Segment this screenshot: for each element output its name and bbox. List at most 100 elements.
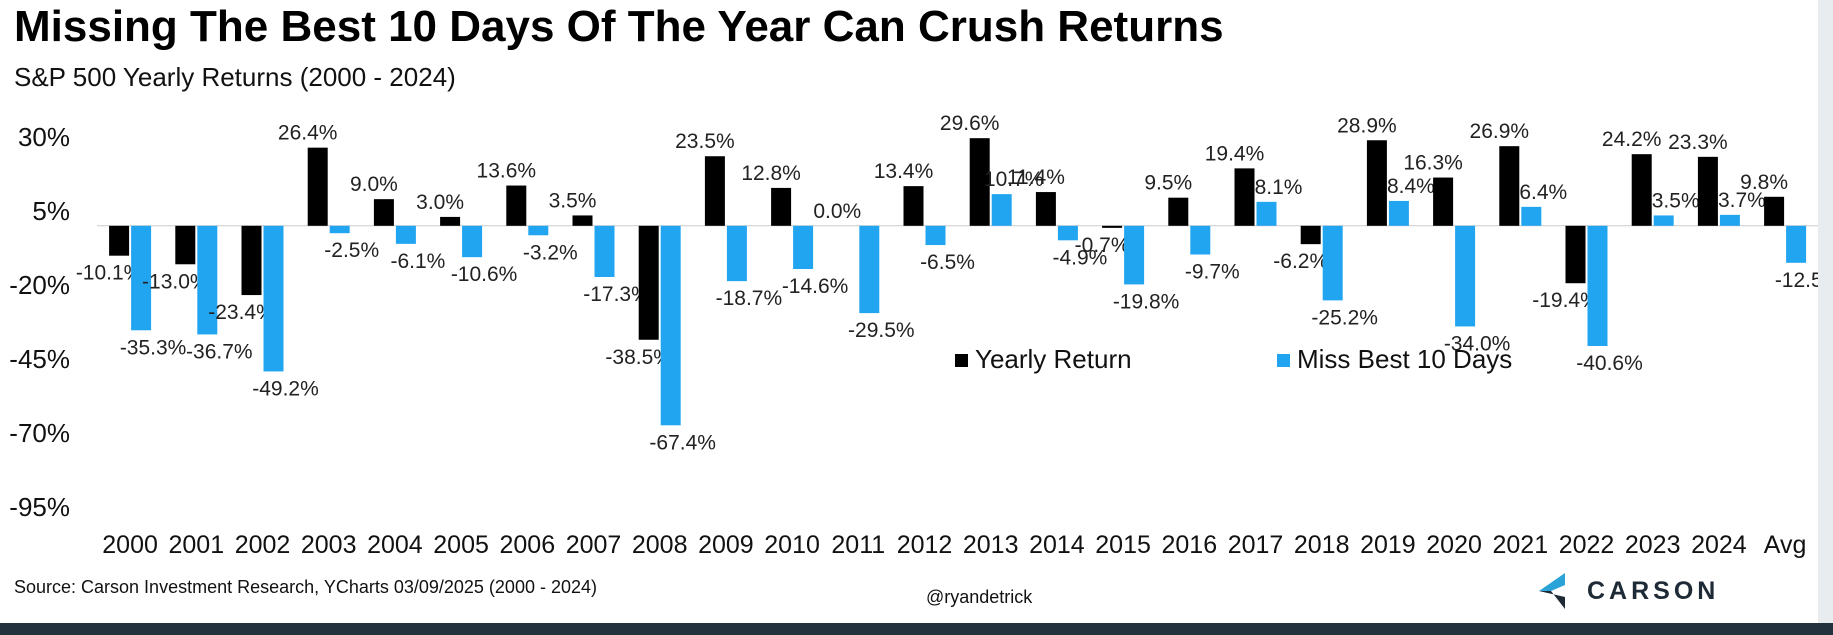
bar-yearly-return bbox=[969, 138, 990, 226]
x-tick-label: Avg bbox=[1764, 531, 1807, 559]
data-label-miss-best-10-days: -14.6% bbox=[782, 275, 849, 298]
y-tick-label: -20% bbox=[9, 270, 70, 300]
data-label-yearly-return: 28.9% bbox=[1337, 114, 1397, 137]
y-tick-label: -45% bbox=[9, 344, 70, 374]
bar-yearly-return bbox=[1764, 196, 1785, 226]
data-label-miss-best-10-days: -10.6% bbox=[451, 263, 518, 286]
y-tick-label: 5% bbox=[32, 196, 70, 226]
bar-miss-best-10-days bbox=[1653, 215, 1674, 226]
bar-miss-best-10-days bbox=[263, 225, 284, 372]
bar-chart: 30% 5% -20% -45% -70% -95% -10.1% -35.3% 2000 -13… bbox=[9, 112, 1818, 565]
data-label-miss-best-10-days: -25.2% bbox=[1311, 306, 1378, 329]
bar-miss-best-10-days bbox=[1587, 225, 1608, 346]
author-handle: @ryandetrick bbox=[926, 587, 1033, 607]
y-tick-label: -95% bbox=[9, 492, 70, 522]
bar-miss-best-10-days bbox=[1124, 225, 1145, 285]
data-label-miss-best-10-days: -19.8% bbox=[1113, 290, 1180, 313]
data-label-miss-best-10-days: -40.6% bbox=[1576, 352, 1643, 375]
bar-miss-best-10-days bbox=[1322, 225, 1343, 301]
data-label-yearly-return: 3.5% bbox=[549, 189, 597, 212]
bar-yearly-return bbox=[1565, 225, 1586, 284]
data-label-yearly-return: -19.4% bbox=[1532, 289, 1599, 312]
data-label-yearly-return: 23.5% bbox=[675, 130, 735, 153]
data-label-miss-best-10-days: -9.7% bbox=[1185, 261, 1240, 284]
bar-yearly-return bbox=[1433, 177, 1454, 226]
data-label-yearly-return: -23.4% bbox=[208, 301, 275, 324]
source-note: Source: Carson Investment Research, YCha… bbox=[14, 577, 597, 597]
bar-yearly-return bbox=[903, 186, 924, 226]
data-label-yearly-return: 0.0% bbox=[813, 200, 861, 223]
bar-miss-best-10-days bbox=[859, 225, 880, 314]
carson-logo: CARSON bbox=[1535, 569, 1735, 613]
bar-miss-best-10-days bbox=[395, 225, 416, 244]
bar-yearly-return bbox=[1697, 156, 1718, 226]
edge-panel bbox=[1818, 0, 1833, 623]
data-label-miss-best-10-days: 6.4% bbox=[1519, 181, 1567, 204]
x-tick-label: 2018 bbox=[1294, 531, 1350, 559]
x-tick-label: 2010 bbox=[764, 531, 820, 559]
data-label-yearly-return: 24.2% bbox=[1602, 128, 1662, 151]
x-tick-label: 2000 bbox=[102, 531, 158, 559]
bar-miss-best-10-days bbox=[1388, 200, 1409, 226]
bar-yearly-return bbox=[771, 187, 792, 226]
data-label-yearly-return: 29.6% bbox=[940, 112, 1000, 135]
chart-subtitle: S&P 500 Yearly Returns (2000 - 2024) bbox=[14, 62, 456, 92]
bar-yearly-return bbox=[1366, 140, 1387, 226]
bar-yearly-return bbox=[373, 199, 394, 226]
bar-miss-best-10-days bbox=[660, 225, 681, 426]
bar-miss-best-10-days bbox=[462, 225, 483, 258]
data-label-miss-best-10-days: -36.7% bbox=[186, 340, 253, 363]
data-label-miss-best-10-days: -6.5% bbox=[920, 251, 975, 274]
bar-miss-best-10-days bbox=[1719, 214, 1740, 226]
bar-miss-best-10-days bbox=[991, 194, 1012, 226]
bar-yearly-return bbox=[704, 156, 725, 226]
data-label-yearly-return: 9.0% bbox=[350, 173, 398, 196]
bar-miss-best-10-days bbox=[197, 225, 218, 335]
data-label-miss-best-10-days: -67.4% bbox=[649, 431, 716, 454]
x-tick-label: 1990 bbox=[1757, 561, 1813, 565]
legend-label-yearly-return: Yearly Return bbox=[975, 344, 1132, 374]
data-label-yearly-return: 26.4% bbox=[278, 122, 338, 145]
bar-miss-best-10-days bbox=[1190, 225, 1211, 255]
data-label-miss-best-10-days: -12.5% bbox=[1775, 269, 1818, 292]
data-label-yearly-return: 12.8% bbox=[741, 162, 801, 185]
x-tick-label: 2021 bbox=[1492, 531, 1548, 559]
data-label-yearly-return: 16.3% bbox=[1403, 152, 1463, 175]
data-label-yearly-return: -10.1% bbox=[76, 262, 143, 285]
bar-miss-best-10-days bbox=[793, 225, 814, 270]
data-label-miss-best-10-days: -2.5% bbox=[324, 239, 379, 262]
bar-yearly-return bbox=[1499, 146, 1520, 226]
data-label-yearly-return: 3.0% bbox=[416, 191, 464, 214]
x-tick-label: 2005 bbox=[433, 531, 489, 559]
data-label-yearly-return: 26.9% bbox=[1470, 120, 1530, 143]
data-label-miss-best-10-days: -29.5% bbox=[848, 319, 915, 342]
bar-yearly-return bbox=[440, 216, 461, 226]
bar-yearly-return bbox=[506, 185, 527, 226]
data-label-yearly-return: 9.8% bbox=[1740, 171, 1788, 194]
bar-miss-best-10-days bbox=[925, 225, 946, 246]
data-label-miss-best-10-days: 8.1% bbox=[1255, 176, 1303, 199]
x-tick-label: 2002 bbox=[235, 531, 291, 559]
bar-yearly-return bbox=[572, 215, 593, 226]
data-label-yearly-return: -0.7% bbox=[1075, 234, 1130, 257]
data-label-miss-best-10-days: 8.4% bbox=[1387, 175, 1435, 198]
carson-logo-text: CARSON bbox=[1587, 577, 1720, 605]
y-tick-label: 30% bbox=[18, 122, 70, 152]
x-tick-label: 2011 bbox=[831, 531, 885, 559]
bar-miss-best-10-days bbox=[1786, 225, 1807, 263]
bar-miss-best-10-days bbox=[594, 225, 615, 278]
legend-swatch-yearly-return bbox=[955, 354, 968, 367]
data-label-miss-best-10-days: -35.3% bbox=[120, 336, 187, 359]
bar-yearly-return bbox=[109, 225, 130, 256]
bar-miss-best-10-days bbox=[528, 225, 549, 236]
data-label-miss-best-10-days: -4.9% bbox=[1052, 246, 1107, 269]
x-tick-label: 2012 bbox=[897, 531, 953, 559]
bar-miss-best-10-days bbox=[1256, 201, 1277, 226]
carson-logo-icon bbox=[1539, 573, 1565, 609]
data-label-yearly-return: 11.4% bbox=[1007, 166, 1065, 189]
data-label-yearly-return: 23.3% bbox=[1668, 131, 1728, 154]
data-label-yearly-return: 9.5% bbox=[1144, 172, 1192, 195]
x-tick-label: 2020 bbox=[1426, 531, 1482, 559]
legend-label-miss-best-10-days: Miss Best 10 Days bbox=[1297, 344, 1512, 374]
